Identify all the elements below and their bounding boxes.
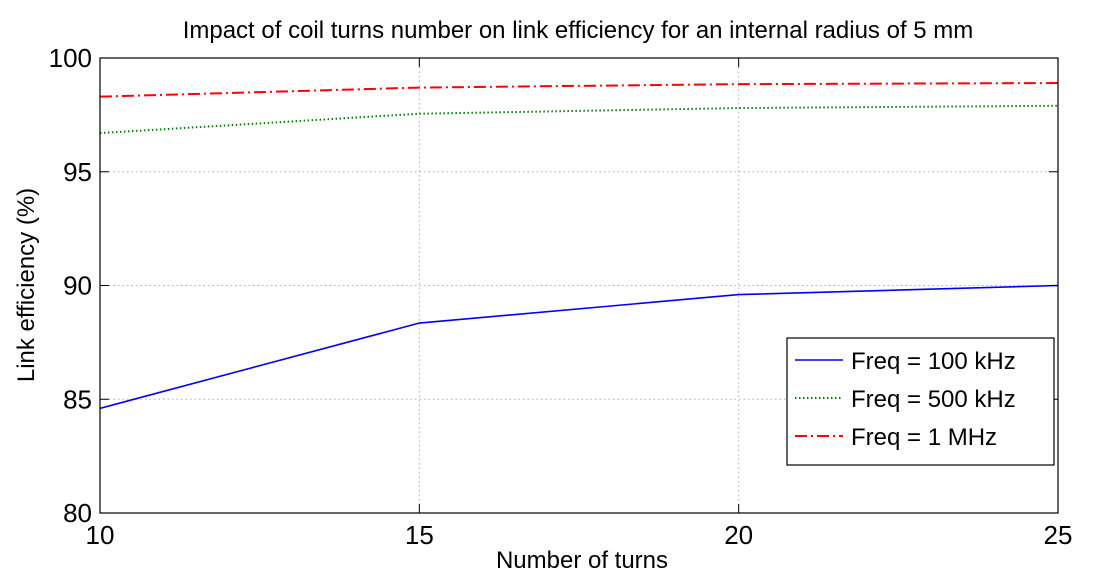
legend-label-1: Freq = 100 kHz [851, 348, 1016, 375]
y-axis-label: Link efficiency (%) [13, 188, 40, 382]
legend: Freq = 100 kHz Freq = 500 kHz Freq = 1 MHz [786, 337, 1055, 466]
x-tick-label: 15 [405, 520, 434, 550]
y-tick-label: 95 [63, 157, 92, 187]
x-axis-label: Number of turns [496, 547, 668, 574]
chart-title: Impact of coil turns number on link effi… [183, 17, 974, 44]
x-tick-label: 10 [86, 520, 115, 550]
y-tick-label: 90 [63, 271, 92, 301]
y-tick-label: 85 [63, 384, 92, 414]
legend-label-3: Freq = 1 MHz [851, 424, 997, 451]
series-line-3 [99, 82, 1059, 98]
x-tick-label: 25 [1044, 520, 1073, 550]
legend-box [786, 337, 1055, 466]
y-tick-label: 80 [63, 498, 92, 528]
y-tick-label: 100 [49, 43, 92, 73]
series-line-1 [99, 284, 1059, 410]
x-tick-label: 20 [724, 520, 753, 550]
legend-label-2: Freq = 500 kHz [851, 386, 1016, 413]
